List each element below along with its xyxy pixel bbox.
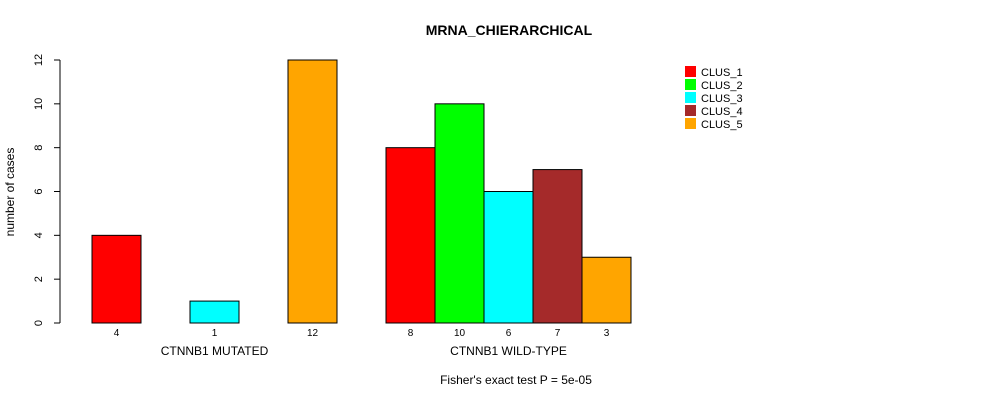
bar-clus-1	[385, 147, 436, 324]
bar-count-label: 12	[307, 328, 319, 339]
y-tick-label: 10	[33, 98, 45, 110]
bar-count-label: 10	[454, 328, 466, 339]
bar-count-label: 6	[506, 328, 512, 339]
y-tick-label: 12	[33, 54, 45, 66]
bar-clus-4	[532, 169, 583, 324]
bars: 4 1 12 CTNNB1 MUTATED 8 10 6 7 3 CTNNB1 WILD-TYPE	[91, 59, 632, 358]
legend-label: CLUS_2	[701, 80, 743, 92]
legend-swatch	[685, 118, 696, 129]
legend-swatch	[685, 79, 696, 90]
legend-label: CLUS_5	[701, 119, 743, 131]
bar-count-label: 7	[555, 328, 561, 339]
y-tick-label: 0	[33, 320, 45, 326]
y-tick-label: 4	[33, 232, 45, 238]
legend-label: CLUS_3	[701, 93, 743, 105]
legend-label: CLUS_1	[701, 67, 743, 79]
bar-clus-3	[483, 191, 534, 324]
fisher-test-note: Fisher's exact test P = 5e-05	[440, 373, 592, 387]
y-tick-label: 6	[33, 188, 45, 194]
bar-count-label: 8	[408, 328, 414, 339]
legend-swatch	[685, 105, 696, 116]
y-axis: 0 2 4 6 8 10 12	[33, 54, 61, 326]
bar-count-label: 3	[604, 328, 610, 339]
bar-clus-5	[287, 59, 338, 324]
bar-clus-1	[91, 234, 142, 324]
bar-clus-2	[434, 103, 485, 324]
bar-clus-3	[189, 300, 240, 324]
legend-swatch	[685, 66, 696, 77]
bar-count-label: 4	[114, 328, 120, 339]
y-tick-label: 8	[33, 145, 45, 151]
bar-count-label: 1	[212, 328, 218, 339]
chart-title: MRNA_CHIERARCHICAL	[426, 22, 593, 38]
group-label: CTNNB1 MUTATED	[161, 344, 269, 358]
y-axis-label: number of cases	[3, 148, 17, 237]
group-label: CTNNB1 WILD-TYPE	[450, 344, 567, 358]
legend-swatch	[685, 92, 696, 103]
legend-label: CLUS_4	[701, 106, 743, 118]
y-tick-label: 2	[33, 276, 45, 282]
bar-clus-5	[581, 256, 632, 324]
